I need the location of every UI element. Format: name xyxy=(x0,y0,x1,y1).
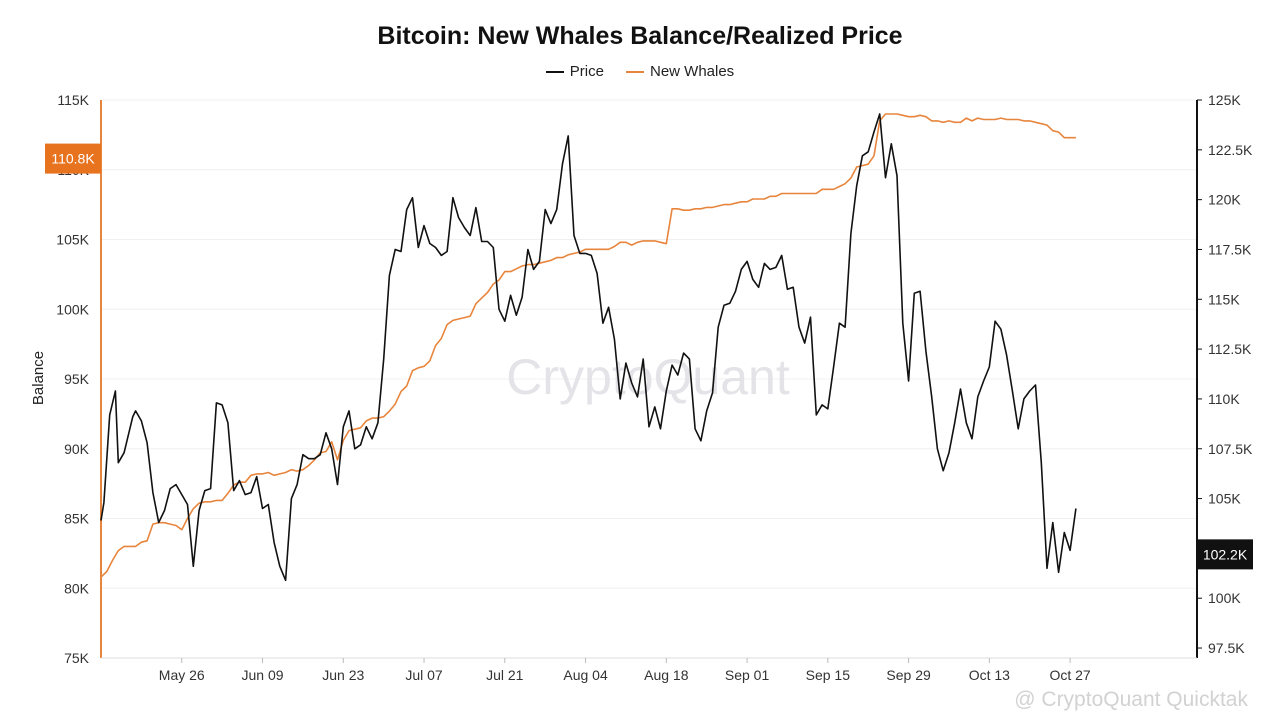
right-tick-label: 110K xyxy=(1208,391,1240,407)
x-tick-label: Jul 21 xyxy=(486,667,524,683)
x-tick-label: Jul 07 xyxy=(405,667,443,683)
x-tick-label: Aug 18 xyxy=(644,667,689,683)
right-tick-label: 117.5K xyxy=(1208,241,1252,257)
left-tick-label: 100K xyxy=(56,301,89,317)
chart-watermark: CryptoQuant xyxy=(506,349,790,405)
right-tick-label: 97.5K xyxy=(1208,640,1245,656)
x-axis-ticks: May 26 Jun 09 Jun 23 Jul 07 Jul 21 Aug 04 Aug … xyxy=(159,658,1091,683)
right-value-badge: 102.2K xyxy=(1197,539,1253,570)
series-line-price[interactable] xyxy=(100,113,1077,582)
source-watermark: @ CryptoQuant Quicktak xyxy=(1014,688,1248,711)
right-tick-label: 125K xyxy=(1208,92,1241,108)
x-tick-label: Aug 04 xyxy=(563,667,608,683)
legend-swatch-new-whales xyxy=(625,70,644,73)
left-tick-label: 75K xyxy=(64,650,90,666)
left-tick-label: 115K xyxy=(57,92,89,108)
right-tick-label: 112.5K xyxy=(1208,341,1252,357)
right-value-badge-box xyxy=(1197,539,1253,570)
right-axis-ticks: 97.5K100K102.5K105K107.5K110K112.5K115K1… xyxy=(1197,92,1253,656)
x-tick-label: Sep 29 xyxy=(886,667,931,683)
chart-legend: Price New Whales xyxy=(0,63,1280,80)
legend-swatch-price xyxy=(545,70,564,73)
right-tick-label: 115K xyxy=(1208,291,1240,307)
right-tick-label: 120K xyxy=(1208,192,1241,208)
left-value-badge-text: 110.8K xyxy=(51,151,95,167)
right-tick-label: 107.5K xyxy=(1208,441,1253,457)
x-tick-label: Jun 09 xyxy=(241,667,283,683)
legend-label-price: Price xyxy=(569,63,604,80)
x-tick-label: Oct 13 xyxy=(969,667,1010,683)
right-value-badge-text: 102.2K xyxy=(1203,546,1248,562)
x-tick-label: Sep 15 xyxy=(806,667,851,683)
legend-item-price[interactable]: Price xyxy=(545,63,604,80)
right-tick-label: 122.5K xyxy=(1208,142,1253,158)
legend-item-new-whales[interactable]: New Whales xyxy=(625,63,735,80)
x-tick-label: Sep 01 xyxy=(725,667,770,683)
left-tick-label: 95K xyxy=(64,371,90,387)
left-tick-label: 105K xyxy=(56,232,89,248)
chart-title: Bitcoin: New Whales Balance/Realized Pri… xyxy=(377,22,903,50)
grid-lines xyxy=(101,99,1197,659)
legend-label-new-whales: New Whales xyxy=(649,63,735,80)
left-tick-label: 90K xyxy=(64,441,90,457)
x-tick-label: Oct 27 xyxy=(1049,667,1090,683)
x-tick-label: May 26 xyxy=(159,667,205,683)
left-axis-title: Balance xyxy=(30,351,47,405)
left-value-badge-box xyxy=(45,143,101,174)
left-tick-label: 85K xyxy=(64,511,90,527)
left-tick-label: 80K xyxy=(64,580,90,596)
left-axis-ticks: 75K80K85K90K95K100K105K110K115K xyxy=(56,92,89,666)
right-tick-label: 105K xyxy=(1208,491,1241,507)
left-value-badge: 110.8K xyxy=(45,143,101,174)
series-line-new-whales[interactable] xyxy=(100,113,1076,578)
x-tick-label: Jun 23 xyxy=(322,667,364,683)
right-tick-label: 100K xyxy=(1208,590,1241,606)
